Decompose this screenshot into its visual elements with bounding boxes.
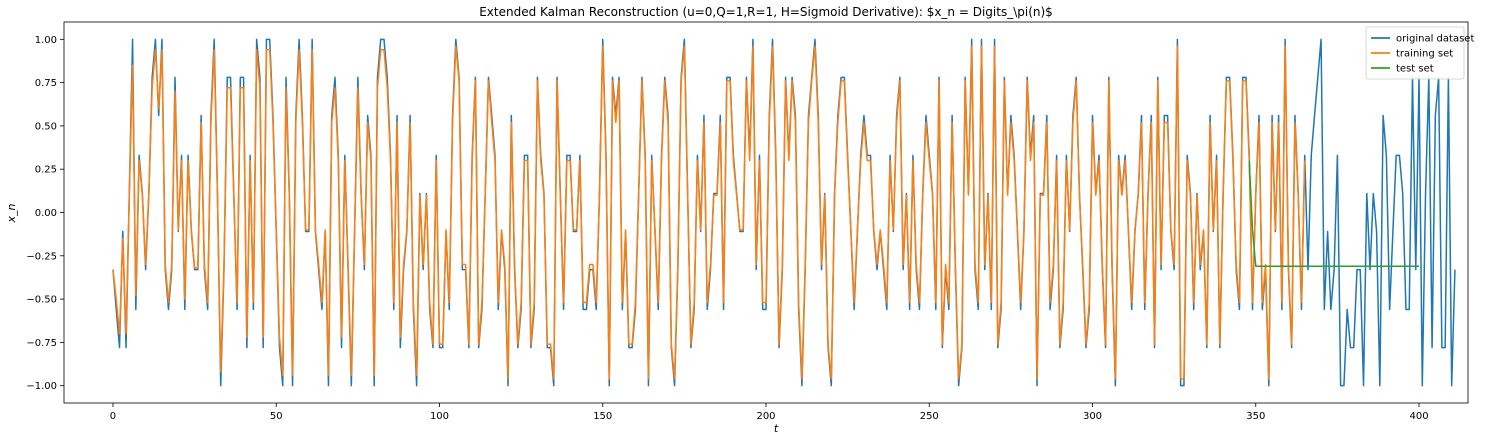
legend-entry: test set [1396, 64, 1434, 75]
y-tick-label: 0.00 [35, 208, 57, 219]
y-tick-label: −0.25 [26, 251, 57, 262]
x-tick-label: 50 [270, 411, 283, 422]
series-line-test-set [1248, 160, 1420, 267]
x-tick-label: 100 [430, 411, 449, 422]
x-tick-label: 150 [593, 411, 612, 422]
y-tick-label: −0.50 [26, 295, 57, 306]
legend: original dataset training set test set [1365, 26, 1474, 80]
chart-title: Extended Kalman Reconstruction (u=0,Q=1,… [479, 5, 1053, 19]
y-tick-label: 1.00 [35, 35, 57, 46]
x-tick-label: 350 [1246, 411, 1265, 422]
x-tick-label: 250 [920, 411, 939, 422]
x-axis-label: t [774, 422, 779, 435]
legend-box [1365, 26, 1465, 80]
series-line-training-set [112, 45, 1306, 380]
legend-entry: training set [1396, 49, 1453, 60]
legend-entry: original dataset [1396, 34, 1474, 45]
series-layer [112, 38, 1456, 387]
x-tick-label: 300 [1083, 411, 1102, 422]
y-axis: −1.00 −0.75 −0.50 −0.25 0.00 0.25 0.50 0.75 1.00 [26, 35, 64, 392]
y-tick-label: −1.00 [26, 381, 57, 392]
x-axis: 0 50 100 150 200 250 300 350 400 [110, 403, 1429, 422]
x-tick-label: 0 [110, 411, 116, 422]
y-tick-label: −0.75 [26, 338, 57, 349]
y-axis-label: x_n [5, 203, 18, 223]
y-tick-label: 0.75 [35, 78, 57, 89]
chart-title-text: Extended Kalman Reconstruction (u=0,Q=1,… [479, 5, 1053, 19]
plot-area [63, 21, 1469, 404]
y-tick-label: 0.25 [35, 165, 57, 176]
x-tick-label: 400 [1409, 411, 1428, 422]
y-tick-label: 0.50 [35, 121, 57, 132]
plot-frame [63, 21, 1469, 404]
x-tick-label: 200 [756, 411, 775, 422]
